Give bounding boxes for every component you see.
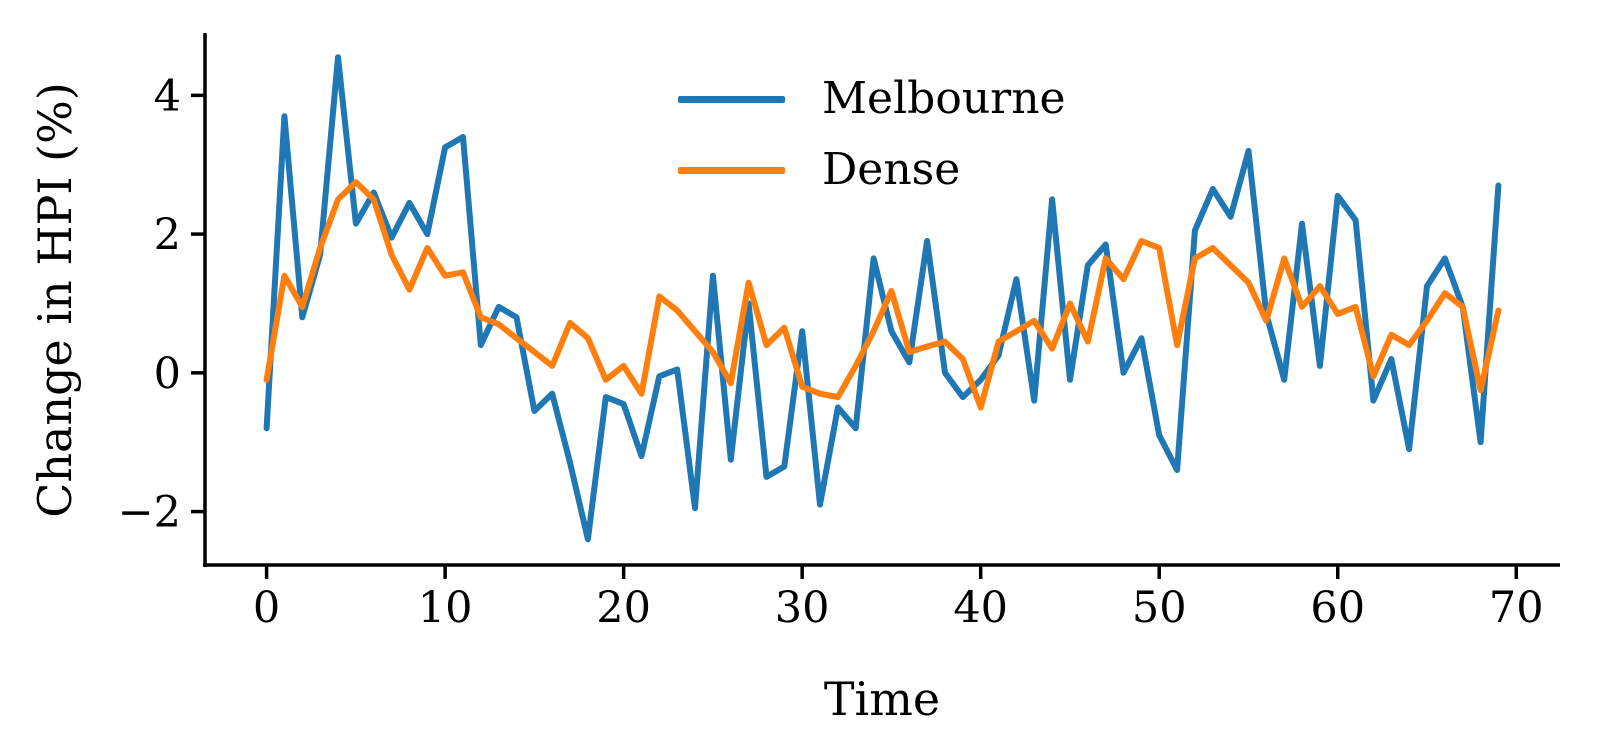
x-tick-label: 60: [1310, 583, 1365, 633]
y-tick-label: 0: [154, 349, 181, 399]
melbourne-line-swatch: [678, 95, 785, 103]
y-axis-label: Change in HPI (%): [28, 82, 82, 518]
legend-label-melbourne: Melbourne: [822, 73, 1066, 124]
y-tick-label: −2: [118, 488, 181, 538]
x-tick-label: 70: [1489, 583, 1544, 633]
series-line-dense: [263, 179, 1502, 411]
x-tick-label: 0: [253, 583, 280, 633]
x-tick-label: 20: [596, 583, 651, 633]
legend: Melbourne Dense: [678, 74, 1066, 195]
y-tick-label: 4: [154, 71, 181, 121]
x-axis-label: Time: [823, 672, 941, 726]
series-line-melbourne: [263, 54, 1502, 543]
legend-label-dense: Dense: [822, 144, 961, 195]
x-tick-label: 30: [775, 583, 830, 633]
x-tick-label: 40: [953, 583, 1008, 633]
legend-item-melbourne: Melbourne: [678, 74, 1066, 124]
dense-line-swatch: [678, 166, 785, 174]
x-tick-label: 50: [1132, 583, 1187, 633]
legend-item-dense: Dense: [678, 145, 1066, 195]
x-tick-label: 10: [418, 583, 473, 633]
y-tick-label: 2: [154, 210, 181, 260]
